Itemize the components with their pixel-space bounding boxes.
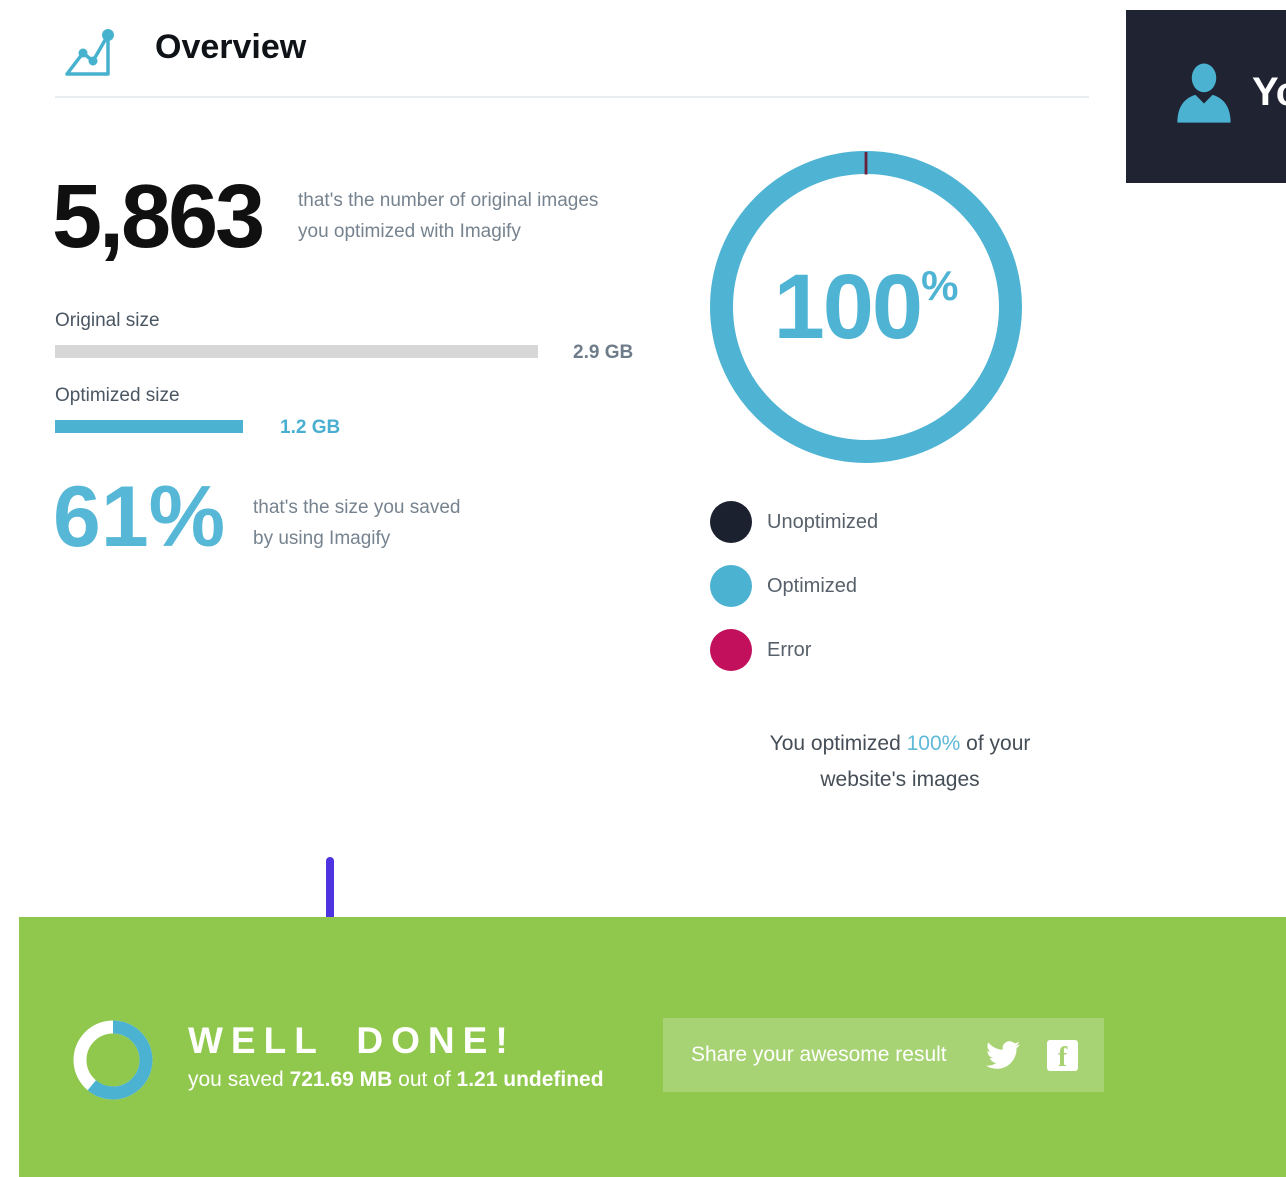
- twitter-share-button[interactable]: [983, 1038, 1023, 1072]
- optimized-images-count: 5,863: [52, 167, 265, 267]
- donut-caption: You optimized 100% of your website's ima…: [769, 732, 1031, 791]
- error-swatch-icon: [710, 629, 752, 671]
- twitter-icon: [986, 1041, 1020, 1069]
- banner-title: WELL DONE!: [188, 1020, 516, 1061]
- account-panel[interactable]: Yo: [1126, 10, 1286, 183]
- well-done-banner: WELL DONE! you saved 721.69 MB out of 1.…: [19, 917, 1286, 1177]
- optimized-swatch-icon: [710, 565, 752, 607]
- optimized-images-caption: that's the number of original images you…: [298, 190, 599, 242]
- saved-amount: 721.69 MB: [289, 1068, 393, 1091]
- donut-legend: Unoptimized Optimized Error: [710, 501, 878, 671]
- banner-subtitle: you saved 721.69 MB out of 1.21 undefine…: [188, 1068, 604, 1091]
- unoptimized-swatch-icon: [710, 501, 752, 543]
- saved-total: 1.21 undefined: [456, 1068, 604, 1091]
- share-label: Share your awesome result: [691, 1043, 947, 1066]
- account-label: Yo: [1252, 70, 1286, 114]
- donut-error-slice: [864, 152, 868, 175]
- legend-item-unoptimized: Unoptimized: [710, 501, 878, 543]
- original-size-label: Original size: [55, 310, 160, 331]
- donut-icon: [73, 1020, 153, 1100]
- original-size-bar: [55, 345, 538, 358]
- line-chart-icon: [65, 29, 114, 76]
- optimized-size-value: 1.2 GB: [280, 417, 341, 438]
- page-title: Overview: [155, 28, 307, 66]
- optimized-size-bar: [55, 420, 243, 433]
- saved-percent: 61%: [53, 469, 226, 565]
- optimization-donut-chart: [710, 151, 1022, 463]
- facebook-icon: f: [1057, 1041, 1068, 1071]
- legend-item-optimized: Optimized: [710, 565, 878, 607]
- facebook-share-button[interactable]: f: [1047, 1039, 1078, 1071]
- saved-percent-caption: that's the size you saved by using Imagi…: [253, 497, 461, 549]
- optimized-size-label: Optimized size: [55, 385, 180, 406]
- donut-percent-label: 100%: [773, 255, 959, 358]
- original-size-value: 2.9 GB: [573, 342, 634, 363]
- user-icon: [1177, 63, 1231, 123]
- share-result-box: Share your awesome result f: [663, 1018, 1104, 1092]
- legend-item-error: Error: [710, 629, 878, 671]
- header-divider: [55, 96, 1089, 98]
